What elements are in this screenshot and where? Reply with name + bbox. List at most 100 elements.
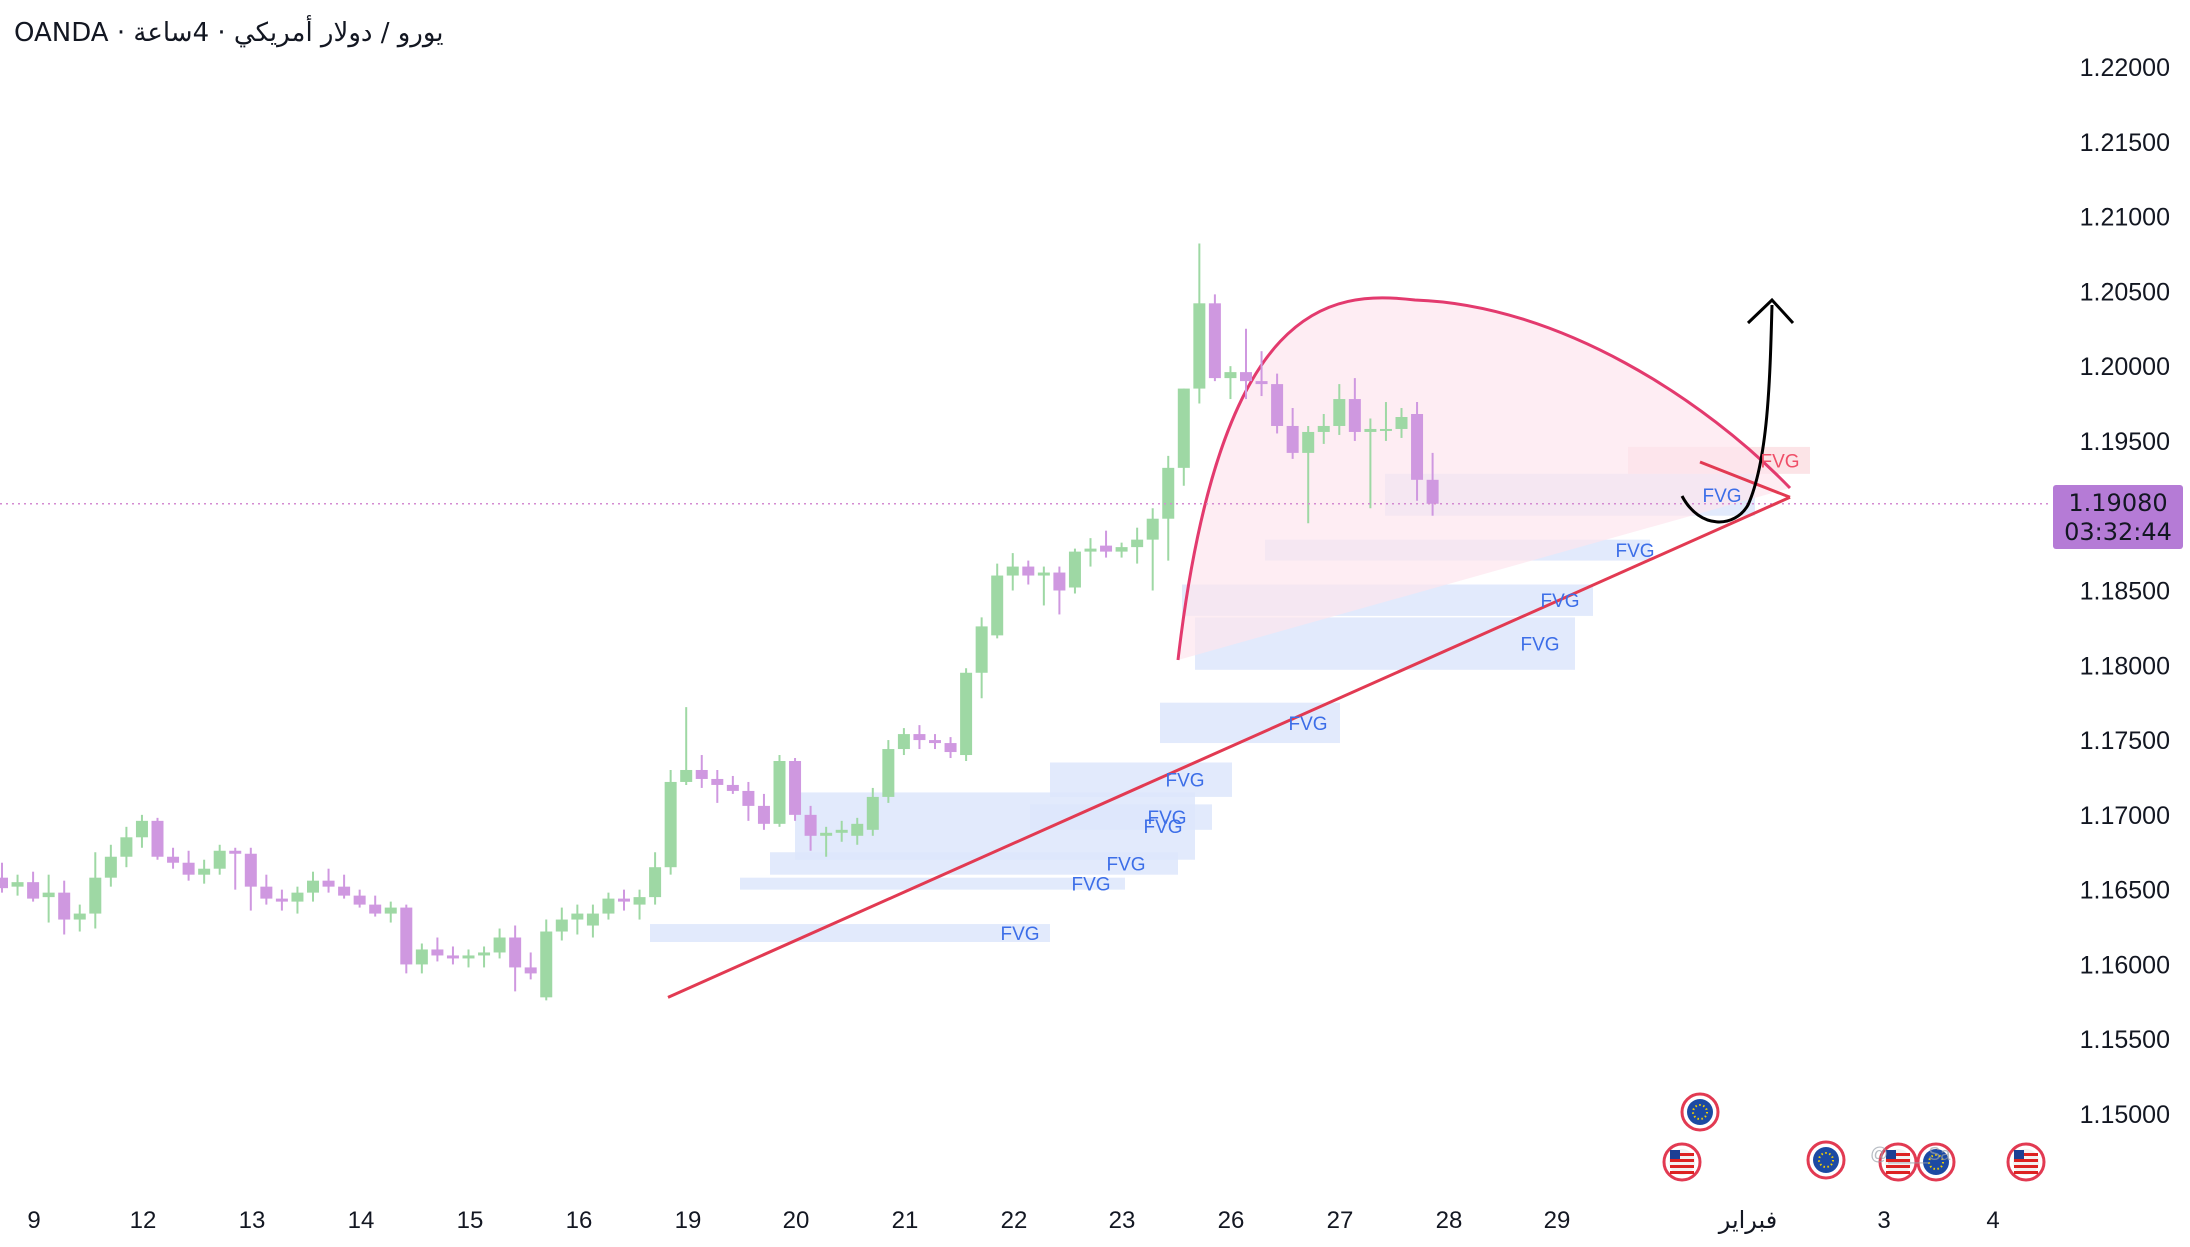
candle-bullish <box>1146 518 1159 540</box>
candle-bullish <box>820 832 833 836</box>
time-tick: 20 <box>783 1207 810 1234</box>
candle-bullish <box>571 913 584 920</box>
flag-stars <box>1818 1152 1834 1168</box>
support-trendline <box>667 495 1791 999</box>
fvg-label: FVG <box>1147 808 1186 829</box>
candle-bearish <box>757 805 770 824</box>
flag-face <box>1923 1149 1949 1175</box>
candle-bullish <box>882 749 895 797</box>
trendline-tip <box>1699 460 1791 499</box>
fvg-label: FVG <box>1071 875 1110 896</box>
fvg-label: FVG <box>1615 541 1654 562</box>
time-tick: 23 <box>1109 1207 1136 1234</box>
bar-countdown: 03:32:44 <box>2064 518 2172 546</box>
candle-bullish <box>1333 399 1346 426</box>
candle-bearish <box>260 886 273 899</box>
last-price-tag: 1.19080 03:32:44 <box>2053 485 2183 549</box>
candle-bearish <box>167 856 180 863</box>
candle-bearish <box>509 937 522 968</box>
candle-bearish <box>322 880 335 887</box>
time-axis: 9 12 13 14 15 16 19 20 21 22 23 26 27 28 29 فبراير 3 4 <box>27 1207 1999 1234</box>
flag-stripe <box>1670 1159 1694 1162</box>
arrow-head <box>1746 297 1795 325</box>
time-tick: فبراير <box>1718 1207 1778 1234</box>
flag-stripe <box>1670 1153 1694 1156</box>
candle-bearish <box>1271 384 1284 426</box>
candle-bullish <box>415 949 428 965</box>
price-tick: 1.18500 <box>2080 578 2170 606</box>
candle-bullish <box>11 882 24 887</box>
cup-fill <box>1178 297 1790 660</box>
time-tick: 14 <box>348 1207 375 1234</box>
candle-bearish <box>431 949 444 956</box>
flag-stripe <box>2014 1165 2038 1168</box>
candle-bullish <box>1068 551 1081 588</box>
projection-arrow <box>1680 304 1774 524</box>
candle-bullish <box>1177 388 1190 468</box>
flag-stripe <box>1886 1159 1910 1162</box>
candle-bullish <box>633 897 646 905</box>
fvg-label: FVG <box>1540 591 1579 612</box>
candle-bearish <box>1286 425 1299 453</box>
price-tick: 1.16000 <box>2080 951 2170 979</box>
time-tick: 15 <box>457 1207 484 1234</box>
candle-bullish <box>602 898 615 914</box>
candle-bearish <box>353 895 366 905</box>
time-tick: 29 <box>1544 1207 1571 1234</box>
fvg-zone <box>740 877 1125 890</box>
price-tick: 1.20500 <box>2080 278 2170 306</box>
fvg-label: FVG <box>1000 924 1039 945</box>
fvg-label: FVG <box>1288 714 1327 735</box>
candle-bullish <box>555 919 568 932</box>
candle-bullish <box>649 867 662 898</box>
candle-bullish <box>866 796 879 830</box>
price-axis: 1.22000 1.21500 1.21000 1.20500 1.20000 1.195… <box>2080 54 2170 1129</box>
time-tick: 3 <box>1877 1207 1890 1234</box>
candle-bearish <box>182 862 195 875</box>
fvg-label: FVG <box>1702 486 1741 507</box>
fvg-zone <box>1030 804 1212 830</box>
candle-bullish <box>462 955 475 959</box>
candle-bearish <box>1348 399 1361 432</box>
candle-bearish <box>229 850 242 854</box>
fvg-label: FVG <box>1143 817 1182 838</box>
price-tick: 1.17000 <box>2080 802 2170 830</box>
candle-bearish <box>1255 381 1268 385</box>
flag-face <box>1813 1147 1839 1173</box>
candle-bearish <box>151 820 164 857</box>
candle-bearish <box>1022 566 1035 576</box>
candle-bearish <box>944 743 957 753</box>
candle-bullish <box>1302 431 1315 453</box>
candle-bullish <box>213 850 226 869</box>
candle-bearish <box>913 734 926 741</box>
cup-curve <box>1176 296 1792 661</box>
candle-bullish <box>1084 548 1097 552</box>
candle-bullish <box>73 913 86 920</box>
time-tick: 12 <box>130 1207 157 1234</box>
candle-bullish <box>493 937 506 953</box>
candle-bearish <box>338 886 351 896</box>
candle-bullish <box>664 781 677 868</box>
candle-bullish <box>680 769 693 782</box>
eu-flag-icon <box>1680 1092 1720 1132</box>
candle-bullish <box>1162 467 1175 519</box>
chart-title: OANDA · يورو / دولار أمريكي · 4ساعة <box>14 18 444 48</box>
flag-stripe <box>2014 1171 2038 1174</box>
eu-flag-icon <box>1806 1140 1846 1180</box>
candle-bearish <box>27 882 40 899</box>
event-icons: @____Sa <box>1662 1092 2046 1182</box>
candle-bearish <box>369 904 382 914</box>
flag-canton <box>1886 1150 1896 1159</box>
candle-bullish <box>1006 566 1019 576</box>
candle-bullish <box>307 880 319 893</box>
candle-bullish <box>851 823 864 836</box>
fvg-zone <box>1050 762 1232 797</box>
time-tick: 21 <box>892 1207 919 1234</box>
price-tick: 1.22000 <box>2080 54 2170 82</box>
candle-bullish <box>291 892 304 902</box>
candle-bearish <box>1208 303 1221 379</box>
time-tick: 26 <box>1218 1207 1245 1234</box>
